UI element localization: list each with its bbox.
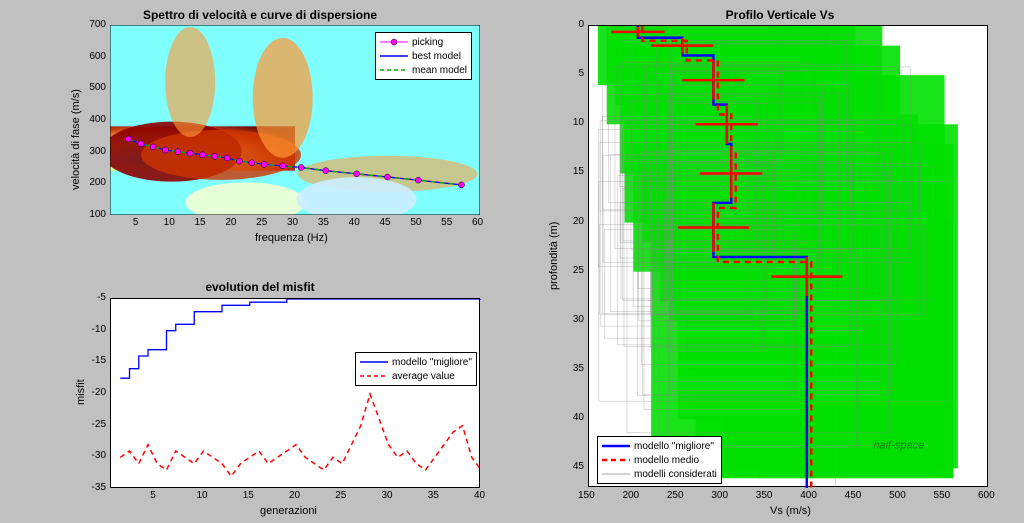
profile-ylabel: profondità (m): [548, 222, 560, 290]
profile-title: Profilo Verticale Vs: [560, 8, 1000, 22]
misfit-legend: modello "migliore"average value: [355, 352, 477, 386]
profile-panel: half-space: [588, 25, 988, 487]
dispersion-legend: pickingbest modelmean model: [375, 32, 472, 80]
misfit-title: evolution del misfit: [60, 280, 460, 294]
dispersion-ylabel: velocità di fase (m/s): [70, 89, 82, 190]
misfit-xlabel: generazioni: [260, 505, 317, 517]
dispersion-xlabel: frequenza (Hz): [255, 232, 328, 244]
svg-text:half-space: half-space: [873, 440, 924, 452]
misfit-panel: [110, 298, 480, 488]
profile-legend: modello "migliore"modello mediomodelli c…: [597, 436, 722, 484]
dispersion-title: Spettro di velocità e curve di dispersio…: [60, 8, 460, 22]
profile-xlabel: Vs (m/s): [770, 505, 811, 517]
